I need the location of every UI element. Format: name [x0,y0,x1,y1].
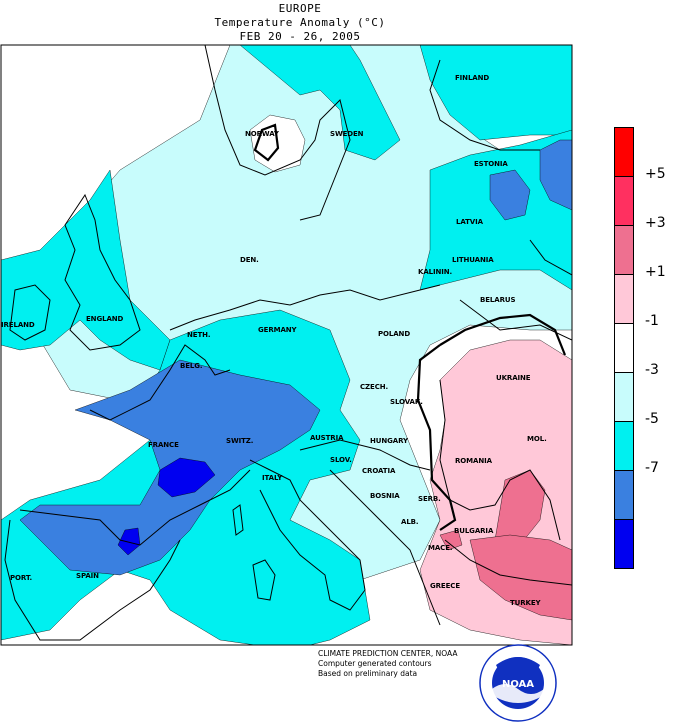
label-france: FRANCE [148,441,179,449]
label-albania: ALB. [401,518,418,526]
zone-cool-7-spain [117,527,141,556]
legend-label-plus3: +1 [645,264,666,280]
legend-bin-7 [614,421,634,471]
label-italy: ITALY [262,474,283,482]
zone-cool-5-estonia [489,169,531,221]
label-belgium: BELG. [180,362,202,370]
label-serbia: SERB. [418,495,441,503]
label-belarus: BELARUS [480,296,515,304]
credits-line-1: CLIMATE PREDICTION CENTER, NOAA [318,649,458,658]
label-kaliningrad: KALININ. [418,268,452,276]
label-lithuania: LITHUANIA [452,256,494,264]
country-labels: FINLAND NORWAY SWEDEN ESTONIA LATVIA LIT… [1,74,547,607]
legend-bin-9 [614,519,634,569]
legend-bin-3 [614,225,634,275]
map-border [0,44,573,646]
zero-contour [253,123,567,531]
credits-line-2: Computer generated contours [318,659,432,668]
legend-bin-6 [614,372,634,422]
label-finland: FINLAND [455,74,489,82]
legend-label-plus7: +5 [645,166,666,182]
label-poland: POLAND [378,330,410,338]
credits-block: CLIMATE PREDICTION CENTER, NOAA Computer… [318,649,457,679]
label-norway: NORWAY [245,130,280,138]
label-turkey: TURKEY [510,599,542,607]
coastlines [4,45,572,641]
legend-bin-2 [614,176,634,226]
zone-cool-3-north [239,45,401,161]
legend-label-minus3: -5 [645,411,659,427]
map-variable-title: Temperature Anomaly (°C) [214,16,386,29]
label-portugal: PORT. [10,574,32,582]
map-period-title: FEB 20 - 26, 2005 [239,30,361,43]
noaa-logo-text: NOAA [502,679,534,690]
zone-warm-3-turkey [469,534,572,621]
label-slovakia: SLOVAK. [390,398,423,406]
label-latvia: LATVIA [456,218,484,226]
label-bosnia: BOSNIA [370,492,400,500]
label-czech: CZECH. [360,383,388,391]
label-romania: ROMANIA [455,457,493,465]
label-ireland: IRELAND [1,321,35,329]
legend-label-plus1: -1 [645,313,659,329]
zone-cool-7-france [157,457,216,498]
label-denmark: DEN. [240,256,259,264]
legend-bin-4 [614,274,634,324]
label-macedonia: MACE. [428,544,452,552]
label-hungary: HUNGARY [370,437,409,445]
label-austria: AUSTRIA [310,434,344,442]
legend-bin-1 [614,127,634,177]
zone-cool-3-finland [419,45,572,141]
label-greece: GREECE [430,582,460,590]
label-switzerland: SWITZ. [226,437,253,445]
zone-cool-3-baltic [419,129,572,291]
label-england: ENGLAND [86,315,124,323]
anomaly-shading [1,45,572,645]
noaa-logo: NOAA [479,644,557,722]
label-netherlands: NETH. [187,331,210,339]
label-croatia: CROATIA [362,467,396,475]
legend-label-plus5: +3 [645,215,666,231]
legend-label-minus5: -7 [645,460,659,476]
label-ukraine: UKRAINE [496,374,531,382]
credits-line-3: Based on preliminary data [318,669,418,678]
legend-bin-5 [614,323,634,373]
label-germany: GERMANY [258,326,298,334]
zone-warm-3-greece [439,529,463,551]
label-sweden: SWEDEN [330,130,364,138]
label-slovenia: SLOV. [330,456,352,464]
label-moldova: MOL. [527,435,547,443]
label-bulgaria: BULGARIA [454,527,494,535]
legend-label-minus1: -3 [645,362,659,378]
legend-bin-8 [614,470,634,520]
label-estonia: ESTONIA [474,160,508,168]
label-spain: SPAIN [76,572,99,580]
map-region-title: EUROPE [278,2,322,15]
zone-cool-5-east [539,139,572,211]
